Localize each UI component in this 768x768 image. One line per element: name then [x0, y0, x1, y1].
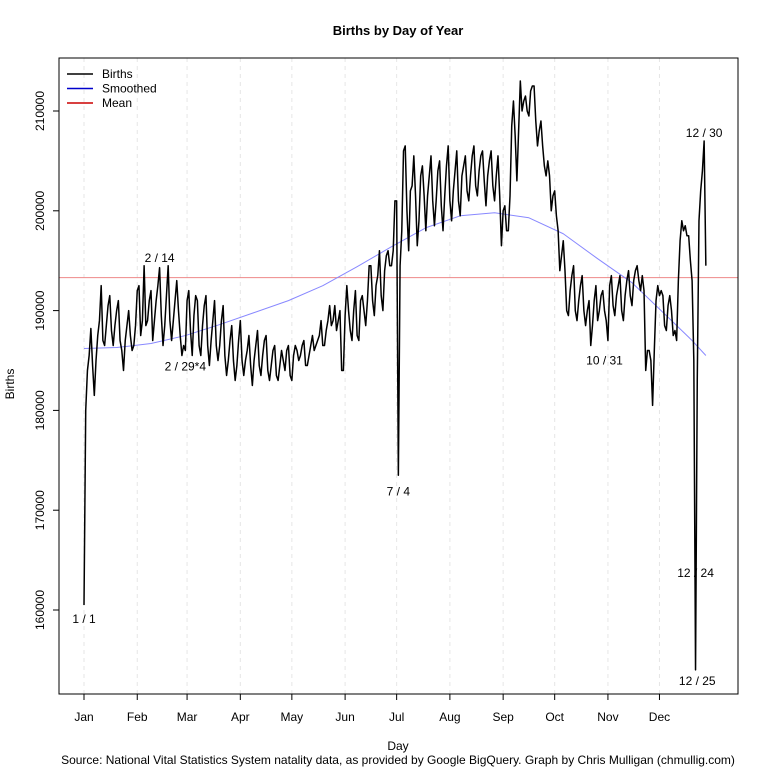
x-axis-label: Day	[387, 739, 408, 753]
x-tick-label: Nov	[597, 710, 618, 724]
y-tick-label: 210000	[33, 91, 47, 131]
y-tick-label: 180000	[33, 390, 47, 430]
y-tick-label: 160000	[33, 590, 47, 630]
x-tick-label: Sep	[492, 710, 514, 724]
x-tick-label: Dec	[649, 710, 670, 724]
y-tick-label: 200000	[33, 190, 47, 230]
x-tick-label: Mar	[177, 710, 198, 724]
annotation-label: 12 / 30	[686, 126, 723, 140]
x-tick-label: Feb	[127, 710, 148, 724]
x-tick-label: Jan	[74, 710, 93, 724]
x-tick-label: Apr	[231, 710, 250, 724]
y-tick-label: 170000	[33, 490, 47, 530]
births-line-group	[83, 80, 707, 671]
legend-label: Mean	[102, 96, 132, 110]
annotation-label: 12 / 25	[679, 674, 716, 688]
annotation-label: 1 / 1	[72, 612, 96, 626]
annotation-label: 10 / 31	[586, 354, 623, 368]
annotation-label: 2 / 14	[145, 251, 175, 265]
chart-title: Births by Day of Year	[333, 23, 464, 38]
x-axis: Jan Feb Mar Apr May Jun Jul Aug Sep Oct Nov Dec	[74, 693, 670, 724]
y-tick-label: 190000	[33, 290, 47, 330]
x-tick-label: May	[281, 710, 304, 724]
legend-label: Smoothed	[102, 82, 157, 96]
x-tick-label: Jul	[389, 710, 404, 724]
x-tick-label: Aug	[439, 710, 460, 724]
x-tick-label: Oct	[545, 710, 564, 724]
source-caption: Source: National Vital Statistics System…	[61, 753, 735, 767]
y-axis-label: Births	[3, 369, 17, 400]
annotations: 1 / 1 2 / 14 2 / 29*4 7 / 4 10 / 31 12 / 24 12…	[72, 126, 722, 688]
x-tick-label: Jun	[335, 710, 354, 724]
legend-label: Births	[102, 67, 133, 81]
annotation-label: 7 / 4	[387, 484, 411, 498]
annotation-label: 12 / 24	[677, 566, 714, 580]
vertical-gridlines	[83, 58, 660, 694]
annotation-label: 2 / 29*4	[165, 360, 207, 374]
y-axis: 160000 170000 180000 190000 200000 210000	[33, 91, 60, 630]
births-series-line	[83, 80, 707, 671]
